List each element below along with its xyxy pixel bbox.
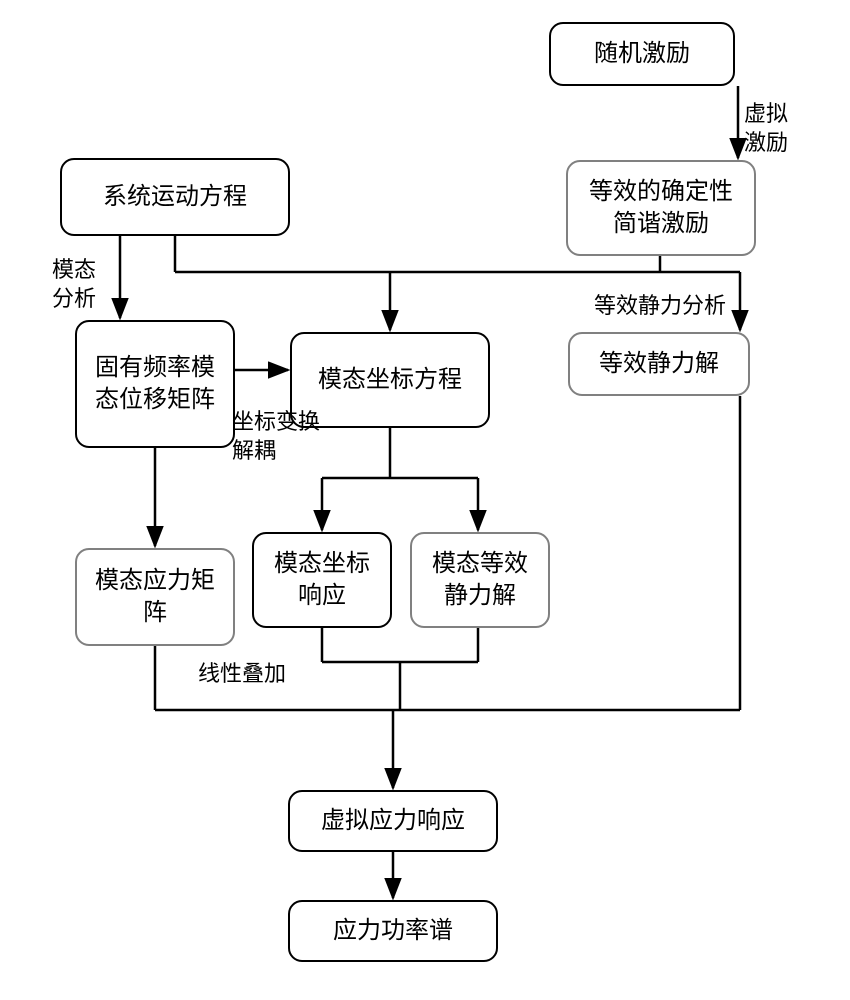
label-equiv-static-analysis: 等效静力分析 (594, 292, 726, 321)
node-label: 虚拟应力响应 (321, 805, 465, 837)
node-modal-coord-response: 模态坐标响应 (252, 532, 392, 628)
node-label: 系统运动方程 (103, 181, 247, 213)
node-label: 等效静力解 (599, 348, 719, 380)
node-label: 模态等效静力解 (422, 548, 538, 613)
label-coord-transform-decouple: 坐标变换解耦 (232, 408, 332, 465)
label-linear-superposition: 线性叠加 (198, 660, 286, 689)
node-label: 模态坐标方程 (318, 364, 462, 396)
node-label: 等效的确定性简谐激励 (578, 176, 744, 241)
edge-label-text: 等效静力分析 (594, 293, 726, 318)
label-modal-analysis: 模态分析 (52, 256, 102, 313)
label-virtual-excitation: 虚拟激励 (744, 100, 794, 157)
node-label: 随机激励 (594, 38, 690, 70)
node-modal-equiv-static: 模态等效静力解 (410, 532, 550, 628)
node-modal-stress-matrix: 模态应力矩阵 (75, 548, 235, 646)
node-system-equation: 系统运动方程 (60, 158, 290, 236)
node-label: 模态应力矩阵 (87, 565, 223, 630)
node-virtual-stress-response: 虚拟应力响应 (288, 790, 498, 852)
edge-label-text: 线性叠加 (198, 661, 286, 686)
node-equiv-harmonic-excitation: 等效的确定性简谐激励 (566, 160, 756, 256)
node-label: 应力功率谱 (333, 915, 453, 947)
node-equiv-static-solution: 等效静力解 (568, 332, 750, 396)
node-stress-power-spectrum: 应力功率谱 (288, 900, 498, 962)
node-label: 固有频率模态位移矩阵 (87, 352, 223, 417)
edge-label-text: 模态分析 (52, 257, 96, 311)
node-natural-freq-modal-matrix: 固有频率模态位移矩阵 (75, 320, 235, 448)
node-random-excitation: 随机激励 (549, 22, 735, 86)
node-label: 模态坐标响应 (264, 548, 380, 613)
edge-label-text: 坐标变换解耦 (232, 409, 320, 463)
edge-label-text: 虚拟激励 (744, 101, 788, 155)
